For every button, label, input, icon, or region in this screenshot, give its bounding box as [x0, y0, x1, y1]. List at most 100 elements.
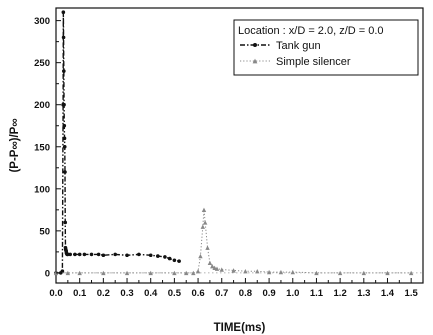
- data-point: [101, 253, 106, 258]
- legend: Location : x/D = 2.0, z/D = 0.0 Tank gun…: [233, 19, 419, 76]
- data-point: [73, 252, 77, 257]
- data-point: [408, 270, 414, 276]
- data-point: [385, 270, 390, 276]
- data-point: [63, 170, 67, 174]
- data-point: [219, 267, 224, 272]
- data-point: [113, 252, 117, 257]
- data-point: [337, 270, 343, 276]
- data-point: [77, 270, 82, 276]
- data-point: [125, 253, 129, 258]
- x-tick-label: 1.5: [405, 288, 419, 299]
- series-layer: [53, 10, 414, 276]
- x-tick-label: 1.1: [310, 288, 324, 299]
- series-line: [56, 209, 412, 274]
- legend-marker: [252, 58, 258, 64]
- plot-frame: [55, 7, 424, 284]
- data-point: [148, 270, 153, 276]
- legend-entry: Simple silencer: [240, 56, 351, 68]
- data-point: [60, 269, 65, 274]
- x-tick-label: 0.1: [73, 288, 87, 299]
- data-point: [62, 69, 66, 73]
- x-tick-label: 1.2: [334, 288, 347, 299]
- data-point: [156, 254, 160, 258]
- legend-title: Location : x/D = 2.0, z/D = 0.0: [238, 25, 384, 37]
- legend-marker: [253, 43, 257, 47]
- x-tick-label: 1.4: [381, 288, 395, 299]
- data-point: [205, 245, 210, 250]
- data-point: [231, 268, 236, 273]
- legend-entry: Tank gun: [240, 40, 321, 52]
- data-point: [101, 270, 106, 276]
- data-point: [200, 224, 205, 229]
- y-axis-title: (P-P∞)/P∞: [9, 118, 21, 172]
- y-tick-label: 200: [34, 100, 50, 111]
- y-tick-label: 150: [34, 142, 50, 153]
- data-point: [62, 136, 67, 141]
- y-tick-label: 50: [39, 226, 50, 237]
- data-point: [61, 35, 66, 40]
- x-tick-label: 0.8: [239, 288, 252, 299]
- x-tick-label: 0.9: [262, 288, 275, 299]
- data-point: [361, 270, 367, 276]
- legend-entries: Tank gun Simple silencer: [240, 40, 351, 68]
- data-point: [172, 258, 177, 263]
- data-point: [89, 252, 94, 257]
- data-point: [212, 265, 217, 271]
- y-tick-label: 0: [45, 268, 50, 279]
- x-tick-label: 0.6: [191, 288, 204, 299]
- data-point: [314, 270, 319, 276]
- data-point: [202, 220, 208, 225]
- data-point: [266, 269, 272, 275]
- legend-box: [233, 19, 419, 76]
- data-point: [195, 269, 201, 274]
- data-point: [61, 10, 66, 15]
- series-simple-silencer: [53, 207, 414, 276]
- y-axis: 0 50 100 150 200 250 300: [34, 16, 61, 279]
- x-tick-label: 0.4: [144, 288, 158, 299]
- data-point: [77, 252, 82, 257]
- data-point: [201, 207, 207, 213]
- data-point: [290, 269, 295, 275]
- x-tick-label: 0.2: [97, 288, 110, 299]
- x-tick-label: 0.7: [215, 288, 228, 299]
- data-point: [210, 263, 215, 269]
- data-point: [198, 253, 203, 259]
- data-point: [62, 102, 66, 107]
- x-axis: 0.0 0.1 0.2 0.3 0.4 0.5 0.6 0.7 0.8 0.9 1.0 1.1 1.2 1…: [49, 278, 418, 299]
- data-point: [163, 255, 167, 259]
- data-point: [243, 269, 248, 274]
- data-point: [62, 123, 67, 128]
- data-point: [184, 270, 189, 276]
- x-tick-label: 1.3: [357, 288, 370, 299]
- x-axis-title: TIME(ms): [214, 322, 266, 334]
- x-tick-label: 0.0: [49, 288, 62, 299]
- x-tick-label: 0.3: [120, 288, 133, 299]
- data-point: [137, 252, 141, 257]
- data-point: [62, 144, 67, 149]
- data-point: [63, 220, 68, 225]
- data-point: [255, 269, 260, 274]
- data-point: [68, 252, 73, 257]
- series-line: [56, 12, 180, 274]
- x-tick-label: 1.0: [286, 288, 299, 299]
- data-point: [207, 260, 213, 266]
- legend-label: Simple silencer: [276, 56, 351, 68]
- data-point: [214, 266, 220, 271]
- y-tick-label: 100: [34, 184, 50, 195]
- data-point: [172, 270, 177, 276]
- data-point: [148, 253, 153, 258]
- data-point: [167, 256, 172, 261]
- data-point: [124, 270, 130, 276]
- data-point: [65, 270, 71, 276]
- series-tank-gun: [54, 10, 181, 275]
- data-point: [82, 252, 87, 257]
- x-tick-label: 0.5: [168, 288, 182, 299]
- legend-label: Tank gun: [276, 40, 321, 52]
- y-tick-label: 300: [34, 16, 50, 27]
- y-tick-label: 250: [34, 58, 50, 69]
- data-point: [191, 270, 196, 276]
- data-point: [278, 269, 284, 275]
- data-point: [96, 252, 101, 257]
- data-point: [177, 259, 181, 263]
